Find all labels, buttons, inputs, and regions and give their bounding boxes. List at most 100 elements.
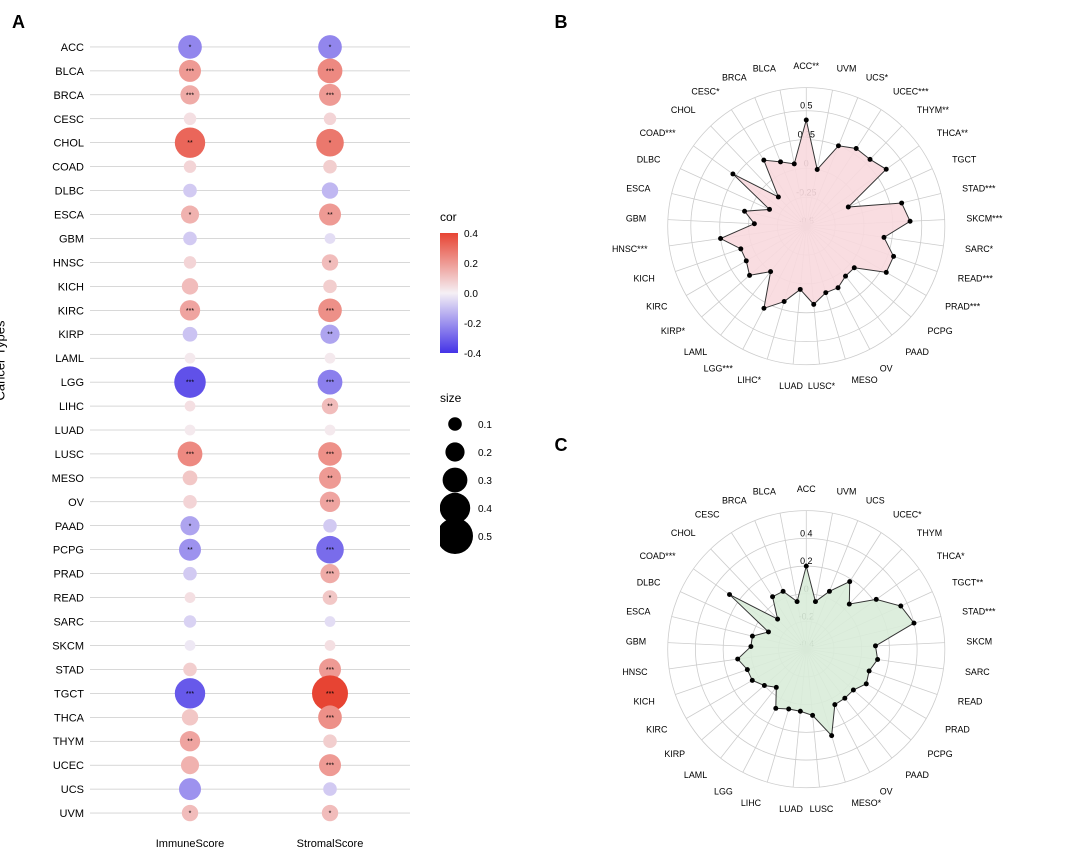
svg-text:0.4: 0.4 bbox=[478, 504, 492, 515]
radar-point bbox=[750, 677, 755, 682]
radar-point bbox=[815, 167, 820, 172]
radar-point bbox=[749, 644, 754, 649]
cancer-row-label: KICH bbox=[58, 281, 84, 293]
radar-axis-label: OV bbox=[880, 364, 893, 374]
radar-point bbox=[854, 146, 859, 151]
svg-text:***: *** bbox=[326, 451, 334, 458]
cancer-row-label: SKCM bbox=[52, 640, 84, 652]
radar-axis-label: ACC** bbox=[794, 61, 820, 71]
bubble-point bbox=[325, 233, 336, 244]
bubble-point bbox=[182, 709, 198, 725]
svg-text:***: *** bbox=[186, 68, 194, 75]
radar-point bbox=[774, 684, 779, 689]
cancer-row-label: TGCT bbox=[54, 688, 84, 700]
svg-text:*: * bbox=[189, 44, 192, 51]
radar-point bbox=[762, 683, 767, 688]
size-legend: 0.10.20.30.40.5 bbox=[440, 409, 520, 559]
radar-point bbox=[836, 285, 841, 290]
radar-axis-label: STAD*** bbox=[963, 606, 997, 616]
bubble-point bbox=[183, 471, 198, 486]
radar-point bbox=[776, 194, 781, 199]
bubble-point bbox=[183, 567, 197, 581]
radar-axis-label: LUSC bbox=[810, 803, 834, 813]
panel-c-container: C 0.40.20-0.2-0.4ACCUVMUCSUCEC*THYMTHCA*… bbox=[544, 433, 1069, 856]
radar-point bbox=[762, 306, 767, 311]
bubble-point bbox=[185, 353, 196, 364]
bubble-point bbox=[323, 734, 337, 748]
radar-axis-label: THCA** bbox=[937, 128, 969, 138]
radar-axis-label: PRAD*** bbox=[946, 301, 982, 311]
radar-axis-label: TGCT** bbox=[953, 577, 985, 587]
svg-text:***: *** bbox=[326, 380, 334, 387]
svg-text:***: *** bbox=[186, 451, 194, 458]
svg-text:*: * bbox=[329, 44, 332, 51]
bubble-point bbox=[184, 113, 196, 125]
size-legend-title: size bbox=[440, 391, 540, 405]
radar-axis-label: SKCM*** bbox=[967, 214, 1004, 224]
bubble-point bbox=[183, 495, 197, 509]
radar-point bbox=[867, 668, 872, 673]
radar-point bbox=[769, 269, 774, 274]
cancer-row-label: BLCA bbox=[55, 66, 84, 78]
radar-axis-label: HNSC bbox=[623, 666, 649, 676]
radar-axis-label: CESC bbox=[695, 509, 720, 519]
svg-text:*: * bbox=[189, 811, 192, 818]
bubble-point bbox=[179, 778, 201, 800]
bubble-point bbox=[322, 182, 338, 198]
cancer-row-label: LUAD bbox=[55, 425, 84, 437]
radar-point bbox=[745, 667, 750, 672]
bubble-point bbox=[325, 425, 336, 436]
radar-axis-label: LAML bbox=[684, 770, 707, 780]
cancer-row-label: MESO bbox=[52, 473, 85, 485]
radar-axis-label: ESCA bbox=[627, 183, 651, 193]
cancer-row-label: LGG bbox=[61, 377, 84, 389]
radar-axis-label: GBM bbox=[626, 636, 646, 646]
radar-axis-label: COAD*** bbox=[640, 128, 677, 138]
cancer-row-label: UCS bbox=[61, 784, 84, 796]
cancer-row-label: DLBC bbox=[55, 186, 84, 198]
radar-point bbox=[798, 287, 803, 292]
radar-point bbox=[795, 599, 800, 604]
radar-point bbox=[787, 706, 792, 711]
right-panel: B 0.50.250-0.25-0.5ACC**UVMUCS*UCEC***TH… bbox=[544, 10, 1069, 855]
svg-text:***: *** bbox=[186, 308, 194, 315]
radar-axis-label: THYM bbox=[917, 528, 942, 538]
radar-axis-label: THCA* bbox=[937, 551, 965, 561]
cancer-row-label: THCA bbox=[54, 712, 85, 724]
radar-axis-label: KIRC bbox=[647, 724, 669, 734]
svg-text:***: *** bbox=[326, 68, 334, 75]
radar-point bbox=[833, 702, 838, 707]
radar-point bbox=[762, 158, 767, 163]
radar-axis-label: THYM** bbox=[917, 105, 950, 115]
svg-text:***: *** bbox=[326, 571, 334, 578]
cancer-row-label: ACC bbox=[61, 42, 84, 54]
radar-point bbox=[739, 246, 744, 251]
bubble-point bbox=[325, 353, 336, 364]
cancer-row-label: SARC bbox=[53, 617, 84, 629]
radar-point bbox=[736, 656, 741, 661]
cancer-row-label: PCPG bbox=[53, 545, 84, 557]
cancer-row-label: STAD bbox=[55, 664, 84, 676]
panel-a-label: A bbox=[12, 12, 25, 33]
radar-point bbox=[846, 205, 851, 210]
bubble-point bbox=[323, 280, 337, 294]
bubble-point bbox=[185, 592, 196, 603]
bubble-point bbox=[323, 782, 337, 796]
bubble-chart: ACC**BLCA******BRCA******CESCCHOL***COAD… bbox=[30, 20, 430, 855]
radar-point bbox=[843, 695, 848, 700]
radar-point bbox=[719, 236, 724, 241]
cancer-row-label: LIHC bbox=[59, 401, 84, 413]
cancer-row-label: PAAD bbox=[55, 521, 84, 533]
radar-point bbox=[731, 171, 736, 176]
svg-text:***: *** bbox=[326, 499, 334, 506]
radar-axis-label: LUAD bbox=[780, 381, 804, 391]
svg-text:***: *** bbox=[326, 547, 334, 554]
cancer-row-label: OV bbox=[68, 497, 85, 509]
radar-chart-c: 0.40.20-0.2-0.4ACCUVMUCSUCEC*THYMTHCA*TG… bbox=[544, 433, 1069, 856]
bubble-point bbox=[183, 184, 197, 198]
radar-point bbox=[892, 254, 897, 259]
radar-axis-label: KICH bbox=[634, 274, 655, 284]
bubble-point bbox=[183, 232, 197, 246]
radar-axis-label: KIRC bbox=[647, 301, 669, 311]
svg-text:***: *** bbox=[326, 691, 334, 698]
